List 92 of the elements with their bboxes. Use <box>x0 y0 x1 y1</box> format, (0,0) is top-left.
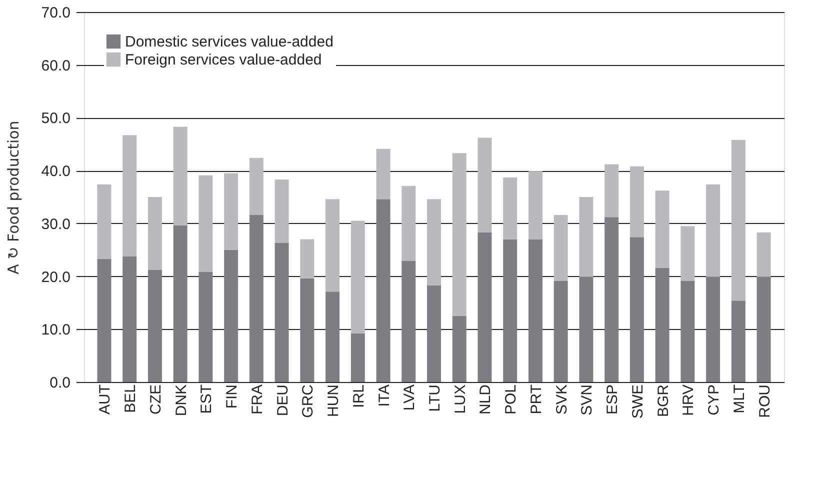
x-tick-label: CZE <box>147 384 164 414</box>
bar <box>554 281 568 382</box>
bar <box>528 171 542 240</box>
bar <box>427 199 441 286</box>
bar <box>326 199 340 292</box>
y-tick-label: 30.0 <box>41 216 70 233</box>
x-tick-label: SVN <box>578 384 596 416</box>
bar <box>350 333 365 382</box>
bar <box>97 258 112 382</box>
y-tick-label: 50.0 <box>41 110 70 128</box>
bar <box>452 316 466 382</box>
bar <box>402 260 416 382</box>
bar <box>579 276 594 382</box>
bar <box>680 281 695 382</box>
bar <box>452 153 466 316</box>
bar <box>376 148 390 200</box>
bar <box>300 278 314 382</box>
x-tick-label: FIN <box>224 384 241 409</box>
bar <box>274 180 289 243</box>
bar <box>731 140 746 301</box>
x-tick-label: HRV <box>680 384 698 416</box>
bar <box>655 268 670 382</box>
bar <box>249 214 264 382</box>
legend-label: Foreign services value-added <box>125 52 322 68</box>
x-tick-label: LUX <box>452 384 469 414</box>
bar <box>224 250 238 382</box>
bar <box>655 190 670 268</box>
bar <box>350 220 365 334</box>
x-tick-label: ITA <box>376 384 393 407</box>
x-tick-label: BEL <box>122 384 140 413</box>
bar <box>148 270 162 382</box>
bar <box>604 164 619 218</box>
bar <box>300 239 314 278</box>
bar <box>97 184 112 259</box>
bar <box>122 256 137 382</box>
x-tick-label: EST <box>198 384 216 414</box>
x-tick-label: LTU <box>426 384 444 412</box>
x-tick-label: MLT <box>730 384 748 414</box>
x-tick-label: BGR <box>654 384 672 418</box>
bar <box>731 300 746 382</box>
x-tick-label: ROU <box>756 384 774 418</box>
bar <box>604 217 619 382</box>
bar <box>198 175 213 272</box>
x-tick-label: PRT <box>528 384 545 414</box>
bar <box>274 242 289 382</box>
bar <box>249 158 264 215</box>
bar <box>478 138 492 232</box>
x-tick-label: IRL <box>350 384 368 408</box>
bar <box>427 285 441 382</box>
bar <box>706 276 720 382</box>
x-tick-label: LVA <box>401 384 418 411</box>
bar <box>224 173 238 250</box>
bar <box>326 292 340 382</box>
bar <box>402 186 416 261</box>
x-tick-label: GRC <box>300 384 317 418</box>
x-tick-label: NLD <box>477 384 494 415</box>
x-tick-label: POL <box>502 384 520 415</box>
x-tick-label: FRA <box>248 384 266 414</box>
y-tick-label: 0.0 <box>50 374 70 392</box>
y-axis-title: A ↻ Food production <box>4 120 22 274</box>
y-tick-label: 10.0 <box>41 322 70 339</box>
bar <box>198 272 213 382</box>
bar <box>503 239 518 382</box>
bar <box>756 276 771 382</box>
bar <box>630 166 644 238</box>
bar <box>122 135 137 256</box>
bar <box>148 197 162 270</box>
bar <box>680 226 695 282</box>
bar <box>376 199 390 382</box>
x-tick-label: HUN <box>325 384 342 417</box>
bar <box>579 197 594 277</box>
y-tick-label: 40.0 <box>41 163 70 180</box>
x-tick-label: AUT <box>96 384 114 414</box>
bar <box>478 232 492 382</box>
x-tick-label: CYP <box>706 384 723 416</box>
bar <box>173 226 188 382</box>
bar <box>630 237 644 382</box>
bar <box>756 232 771 277</box>
x-tick-label: SVK <box>553 384 570 415</box>
bar <box>528 239 542 382</box>
bar <box>554 214 568 282</box>
x-tick-label: DNK <box>172 384 190 416</box>
y-tick-label: 60.0 <box>41 57 70 74</box>
legend-label: Domestic services value-added <box>125 34 334 50</box>
x-tick-label: ESP <box>604 384 622 415</box>
y-tick-label: 20.0 <box>41 268 70 286</box>
bar <box>173 126 188 226</box>
bar <box>706 184 720 277</box>
x-tick-label: SWE <box>629 384 646 419</box>
y-tick-label: 70.0 <box>41 4 70 22</box>
x-tick-label: DEU <box>274 384 292 416</box>
bar <box>503 177 518 240</box>
